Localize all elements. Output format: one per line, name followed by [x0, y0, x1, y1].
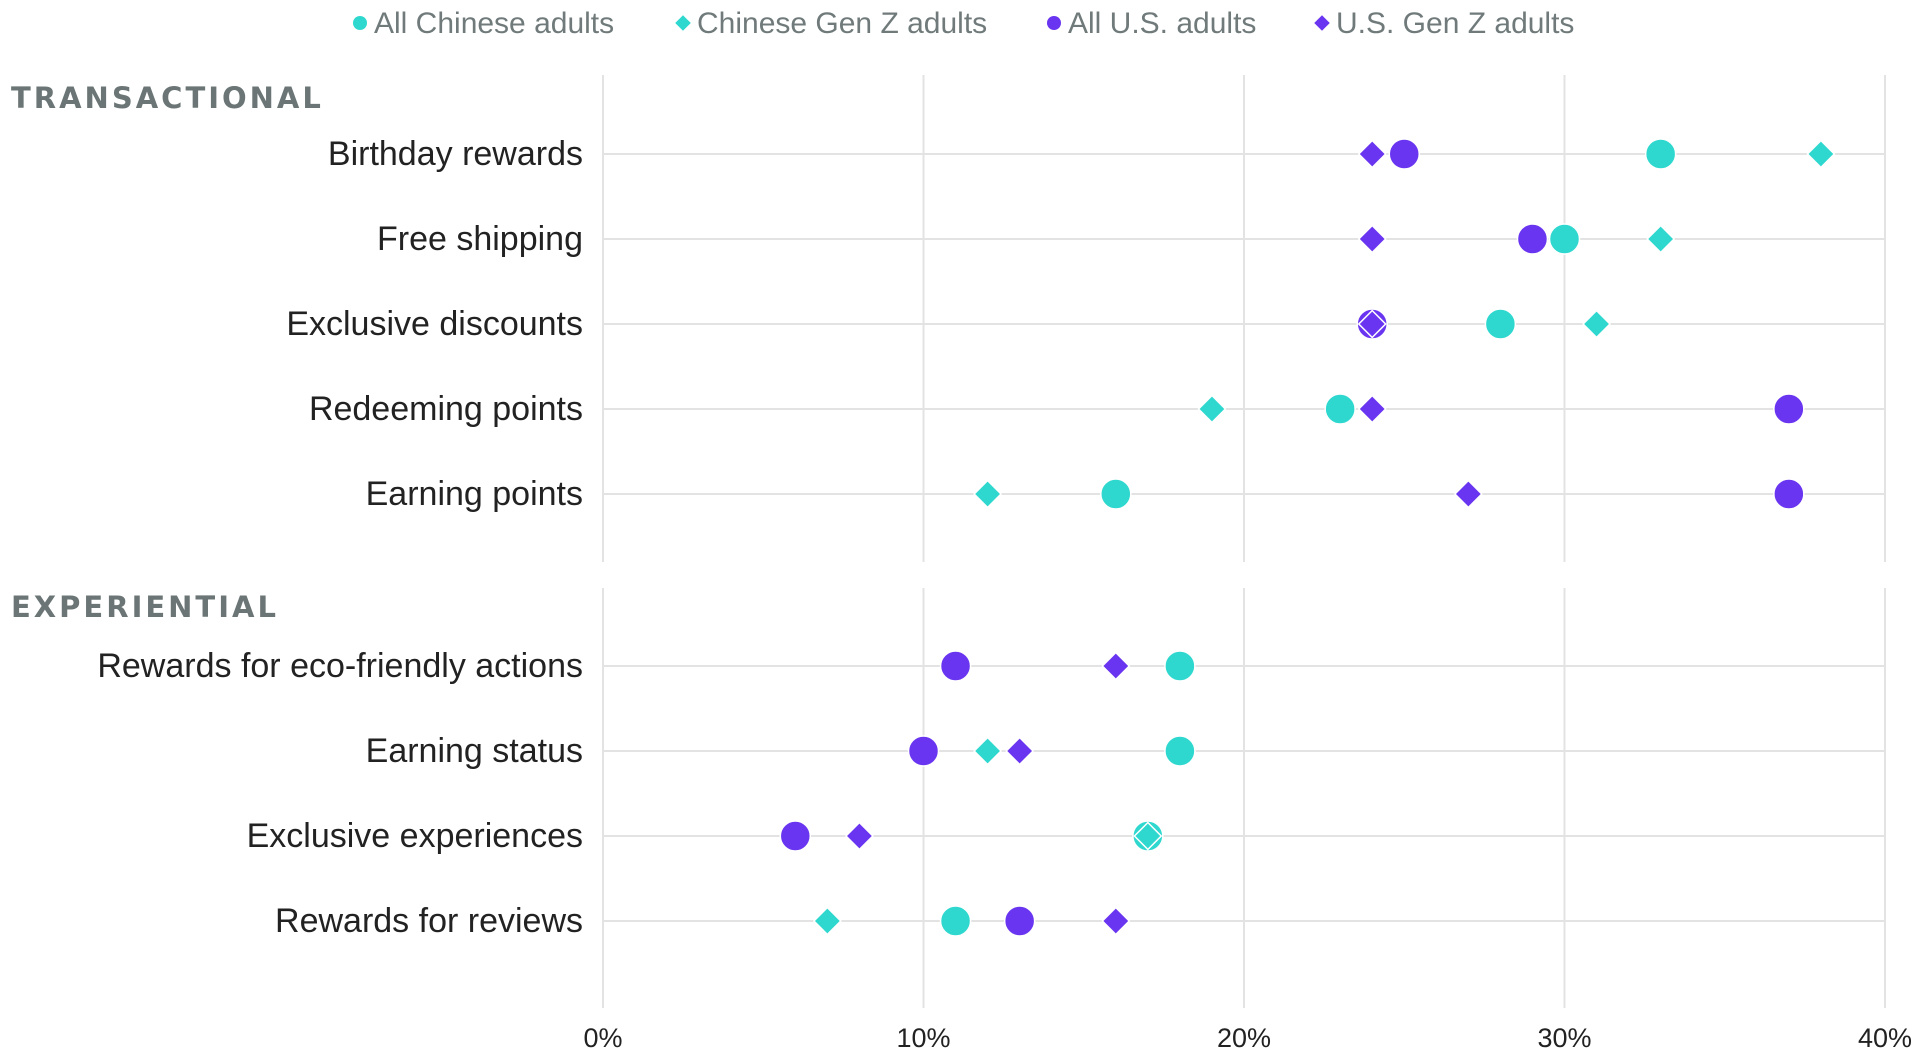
point-u-s-gen-z-adults-redeeming-points [1357, 394, 1387, 424]
category-label-free-shipping: Free shipping [377, 220, 583, 258]
point-all-chinese-adults-rewards-for-reviews [939, 905, 972, 937]
legend-marker-chinese-gen-z-adults [675, 15, 691, 31]
point-all-chinese-adults-exclusive-discounts [1484, 308, 1517, 340]
point-all-u-s-adults-earning-status [907, 735, 940, 767]
x-tick-label-40: 40% [1858, 1023, 1912, 1053]
point-all-u-s-adults-redeeming-points [1773, 393, 1805, 425]
section-title-experiential: EXPERIENTIAL [11, 590, 279, 624]
point-all-chinese-adults-earning-status [1164, 735, 1196, 767]
category-label-rewards-for-reviews: Rewards for reviews [275, 902, 583, 940]
legend-marker-all-chinese-adults [353, 16, 367, 30]
legend-marker-u-s-gen-z-adults [1314, 15, 1330, 31]
point-chinese-gen-z-adults-earning-points [973, 479, 1003, 509]
x-tick-label-30: 30% [1537, 1023, 1591, 1053]
point-u-s-gen-z-adults-rewards-for-eco-friendly-actions [1101, 651, 1131, 681]
point-all-chinese-adults-rewards-for-eco-friendly-actions [1164, 650, 1196, 682]
point-u-s-gen-z-adults-birthday-rewards [1357, 139, 1387, 169]
point-u-s-gen-z-adults-exclusive-discounts [1357, 309, 1387, 339]
point-all-chinese-adults-birthday-rewards [1644, 138, 1677, 170]
category-label-birthday-rewards: Birthday rewards [328, 135, 583, 173]
point-all-u-s-adults-earning-points [1773, 478, 1805, 510]
x-tick-label-10: 10% [896, 1023, 950, 1053]
point-chinese-gen-z-adults-exclusive-discounts [1582, 309, 1612, 339]
legend-label-chinese-gen-z-adults: Chinese Gen Z adults [697, 7, 987, 40]
point-all-chinese-adults-redeeming-points [1324, 393, 1356, 425]
category-label-earning-points: Earning points [366, 475, 583, 513]
point-chinese-gen-z-adults-redeeming-points [1197, 394, 1227, 424]
point-u-s-gen-z-adults-free-shipping [1357, 224, 1387, 254]
point-chinese-gen-z-adults-exclusive-experiences [1133, 821, 1163, 851]
point-chinese-gen-z-adults-birthday-rewards [1806, 139, 1836, 169]
category-label-exclusive-experiences: Exclusive experiences [247, 817, 583, 855]
legend-marker-all-u-s-adults [1047, 16, 1061, 30]
x-tick-label-20: 20% [1217, 1023, 1271, 1053]
point-all-u-s-adults-exclusive-experiences [779, 820, 812, 852]
legend-label-all-u-s-adults: All U.S. adults [1068, 7, 1256, 40]
point-all-u-s-adults-rewards-for-eco-friendly-actions [939, 650, 972, 682]
point-chinese-gen-z-adults-earning-status [973, 736, 1003, 766]
point-chinese-gen-z-adults-rewards-for-reviews [812, 906, 842, 936]
point-chinese-gen-z-adults-free-shipping [1646, 224, 1676, 254]
legend-label-all-chinese-adults: All Chinese adults [374, 7, 614, 40]
category-label-rewards-for-eco-friendly-actions: Rewards for eco-friendly actions [97, 647, 583, 685]
point-u-s-gen-z-adults-earning-status [1005, 736, 1035, 766]
point-all-u-s-adults-birthday-rewards [1388, 138, 1420, 170]
point-all-u-s-adults-rewards-for-reviews [1003, 905, 1036, 937]
point-all-u-s-adults-free-shipping [1516, 223, 1549, 255]
point-u-s-gen-z-adults-rewards-for-reviews [1101, 906, 1131, 936]
legend-label-u-s-gen-z-adults: U.S. Gen Z adults [1336, 7, 1574, 40]
point-u-s-gen-z-adults-exclusive-experiences [844, 821, 874, 851]
category-label-redeeming-points: Redeeming points [309, 390, 583, 428]
section-title-transactional: TRANSACTIONAL [11, 81, 324, 115]
point-u-s-gen-z-adults-earning-points [1453, 479, 1483, 509]
category-label-earning-status: Earning status [366, 732, 583, 770]
point-all-chinese-adults-earning-points [1100, 478, 1132, 510]
point-all-chinese-adults-free-shipping [1548, 223, 1581, 255]
category-label-exclusive-discounts: Exclusive discounts [286, 305, 583, 343]
x-tick-label-0: 0% [583, 1023, 622, 1053]
